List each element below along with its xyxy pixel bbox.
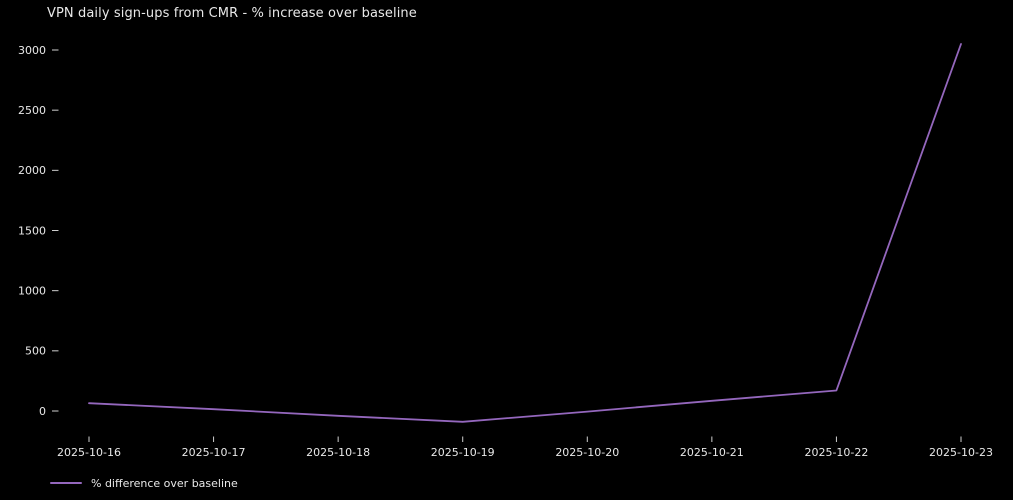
y-tick-label: 3000: [18, 44, 46, 57]
x-tick-label: 2025-10-17: [182, 446, 246, 459]
x-tick-label: 2025-10-21: [680, 446, 744, 459]
x-tick-label: 2025-10-18: [306, 446, 370, 459]
x-tick-label: 2025-10-19: [431, 446, 495, 459]
legend: % difference over baseline: [50, 476, 238, 490]
y-tick-label: 500: [25, 345, 46, 358]
x-tick-label: 2025-10-16: [57, 446, 121, 459]
x-tick-label: 2025-10-22: [804, 446, 868, 459]
y-tick-label: 1000: [18, 284, 46, 297]
legend-line-swatch: [50, 482, 82, 484]
y-tick-label: 0: [39, 405, 46, 418]
y-tick-label: 2500: [18, 104, 46, 117]
legend-label: % difference over baseline: [91, 476, 238, 490]
x-tick-label: 2025-10-23: [929, 446, 993, 459]
series-line: [88, 43, 962, 423]
y-tick-label: 2000: [18, 164, 46, 177]
y-tick-label: 1500: [18, 224, 46, 237]
x-tick-label: 2025-10-20: [555, 446, 619, 459]
chart-title: VPN daily sign-ups from CMR - % increase…: [47, 6, 417, 21]
